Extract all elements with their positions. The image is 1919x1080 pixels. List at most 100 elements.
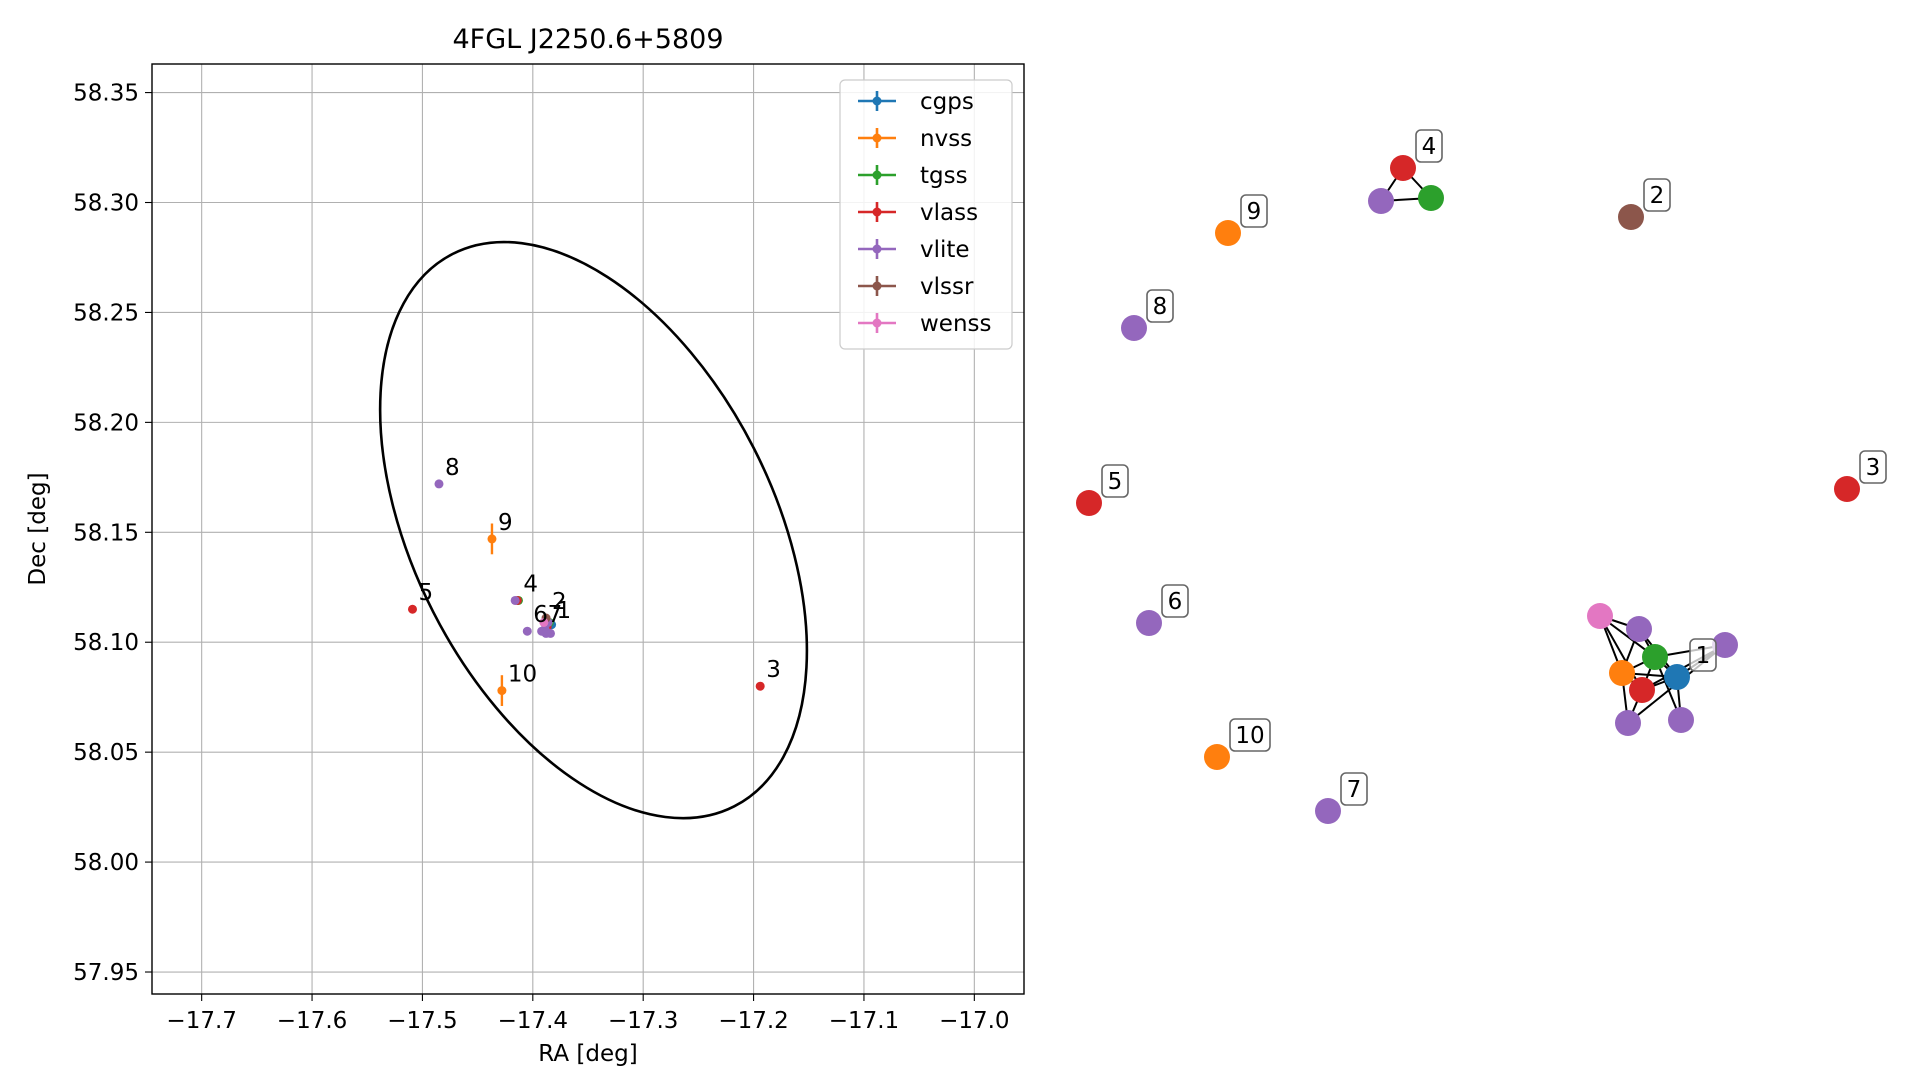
vlass-point bbox=[755, 681, 765, 691]
x-tick-label: −17.5 bbox=[387, 1008, 457, 1034]
legend-label: vlite bbox=[920, 237, 970, 263]
graph-node bbox=[1626, 616, 1652, 642]
y-axis-label: Dec [deg] bbox=[25, 472, 51, 585]
node-label-box bbox=[1161, 584, 1189, 618]
x-tick-label: −17.1 bbox=[829, 1008, 899, 1034]
node-label: 1 bbox=[1696, 643, 1711, 669]
node-label-box bbox=[1859, 450, 1887, 484]
node-label-box bbox=[1340, 772, 1368, 806]
legend: cgps nvss tgss vlass vlite vlssr wenss bbox=[839, 79, 1013, 350]
graph-node bbox=[1215, 220, 1241, 246]
node-label: 9 bbox=[1247, 199, 1262, 225]
y-tick-label: 58.30 bbox=[73, 191, 139, 217]
graph-node bbox=[1615, 710, 1641, 736]
y-tick-label: 58.20 bbox=[73, 410, 139, 436]
vlite-point bbox=[545, 628, 555, 638]
y-tick-label: 58.00 bbox=[73, 850, 139, 876]
graph-node bbox=[1712, 632, 1738, 658]
ellipse-outline bbox=[378, 240, 809, 820]
node-label-box bbox=[1415, 129, 1443, 163]
node-label-box bbox=[1689, 638, 1717, 672]
graph-node bbox=[1834, 476, 1860, 502]
node-label: 5 bbox=[1108, 469, 1123, 495]
annotation-label: 2 bbox=[552, 589, 567, 615]
node-label-box bbox=[1101, 464, 1129, 498]
x-axis-label: RA [deg] bbox=[538, 1041, 637, 1067]
graph-node bbox=[1076, 490, 1102, 516]
node-label-box bbox=[1146, 289, 1174, 323]
graph-node bbox=[1618, 204, 1644, 230]
node-label: 3 bbox=[1866, 455, 1881, 481]
annotation-label: 3 bbox=[766, 657, 781, 683]
legend-label: cgps bbox=[920, 89, 974, 115]
x-tick-label: −17.4 bbox=[498, 1008, 568, 1034]
x-tick-label: −17.0 bbox=[939, 1008, 1009, 1034]
wenss-point bbox=[539, 617, 549, 627]
node-label: 6 bbox=[1168, 589, 1183, 615]
graph-edge bbox=[1599, 615, 1643, 691]
annotation-label: 8 bbox=[445, 455, 460, 481]
graph-node bbox=[1390, 155, 1416, 181]
x-tick-label: −17.2 bbox=[718, 1008, 788, 1034]
graph-node bbox=[1629, 677, 1655, 703]
legend-marker-dot bbox=[872, 244, 882, 254]
nvss-point bbox=[497, 686, 507, 696]
graph-edges bbox=[1380, 167, 1726, 724]
y-tick-label: 58.15 bbox=[73, 520, 139, 546]
vlass-point bbox=[407, 604, 417, 614]
node-label: 10 bbox=[1235, 723, 1264, 749]
graph-node bbox=[1418, 185, 1444, 211]
legend-label: tgss bbox=[920, 163, 968, 189]
graph-node bbox=[1121, 315, 1147, 341]
vlite-point bbox=[434, 479, 444, 489]
x-tick-label: −17.7 bbox=[166, 1008, 236, 1034]
source-network-graph: 1 2 3 4 5 6 7 8 9 10 bbox=[1076, 129, 1887, 824]
y-tick-label: 58.10 bbox=[73, 630, 139, 656]
localization-ellipse bbox=[378, 240, 809, 820]
x-tick-label: −17.6 bbox=[277, 1008, 347, 1034]
legend-marker-dot bbox=[872, 207, 882, 217]
legend-label: vlass bbox=[920, 200, 978, 226]
node-label-box bbox=[1643, 178, 1671, 212]
legend-marker-dot bbox=[872, 96, 882, 106]
annotation-label: 10 bbox=[508, 662, 537, 688]
node-label-box bbox=[1240, 194, 1268, 228]
annotation-label: 5 bbox=[418, 580, 433, 606]
graph-node bbox=[1668, 707, 1694, 733]
legend-marker-dot bbox=[872, 133, 882, 143]
annotation-label: 6 bbox=[533, 602, 548, 628]
legend-marker-dot bbox=[872, 170, 882, 180]
point-annotations: 12 3 4 5 6 7 8 9 10 bbox=[418, 455, 780, 688]
graph-node bbox=[1315, 798, 1341, 824]
y-tick-label: 57.95 bbox=[73, 960, 139, 986]
node-label: 4 bbox=[1422, 134, 1437, 160]
axes-frame bbox=[151, 63, 1025, 995]
nvss-point bbox=[487, 534, 497, 544]
graph-nodes bbox=[1076, 155, 1860, 824]
y-tick-label: 58.05 bbox=[73, 740, 139, 766]
data-points bbox=[407, 479, 765, 706]
graph-node bbox=[1664, 664, 1690, 690]
legend-marker-dot bbox=[872, 318, 882, 328]
vlite-point bbox=[522, 626, 532, 636]
chart-title: 4FGL J2250.6+5809 bbox=[452, 24, 723, 55]
graph-node bbox=[1642, 644, 1668, 670]
legend-label: nvss bbox=[920, 126, 972, 152]
node-label: 8 bbox=[1153, 294, 1168, 320]
annotation-label: 4 bbox=[523, 571, 538, 597]
grid bbox=[152, 64, 1024, 994]
x-tick-label: −17.3 bbox=[608, 1008, 678, 1034]
y-tick-label: 58.35 bbox=[73, 81, 139, 107]
legend-box bbox=[839, 79, 1013, 350]
node-label: 2 bbox=[1650, 183, 1665, 209]
graph-node bbox=[1368, 188, 1394, 214]
legend-marker-dot bbox=[872, 281, 882, 291]
legend-label: vlssr bbox=[920, 274, 974, 300]
node-label-box bbox=[1229, 718, 1271, 752]
graph-node bbox=[1587, 603, 1613, 629]
node-label: 7 bbox=[1347, 777, 1362, 803]
legend-label: wenss bbox=[920, 311, 992, 337]
graph-node bbox=[1204, 744, 1230, 770]
graph-node bbox=[1609, 660, 1635, 686]
